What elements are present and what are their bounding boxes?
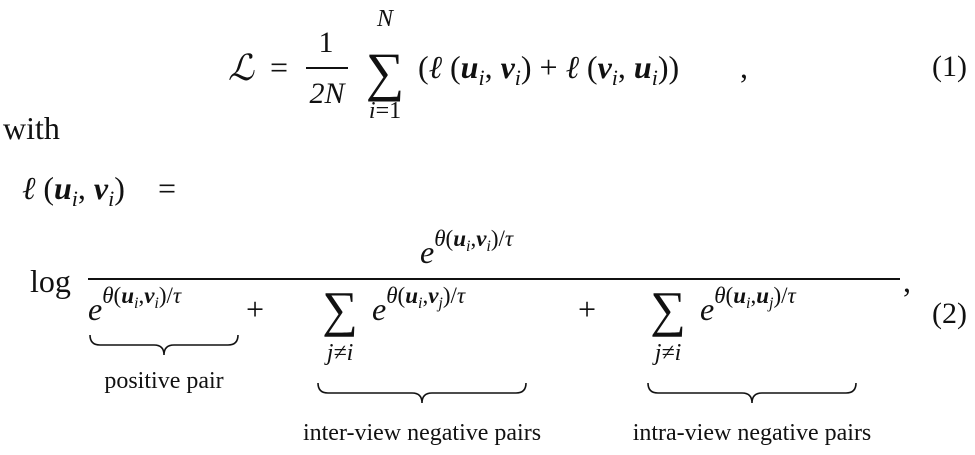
positive-pair-label: positive pair bbox=[104, 368, 223, 394]
equation-number-1: (1) bbox=[932, 50, 967, 83]
loss-symbol: ℒ bbox=[228, 48, 255, 88]
plus-sign-1: + bbox=[246, 291, 264, 327]
intra-view-label: intra-view negative pairs bbox=[633, 420, 872, 446]
equation-2: ℓ (ui, vi) = log eθ(ui,vi)/τ , eθ(ui,vi)… bbox=[22, 170, 967, 446]
inter-view-underbrace bbox=[317, 382, 527, 404]
summation-sign: ∑ bbox=[366, 42, 405, 102]
sum-lower-limit: i=1 bbox=[369, 98, 401, 124]
log-operator: log bbox=[30, 263, 71, 299]
equation-number-2: (2) bbox=[932, 297, 967, 330]
inter-view-label: inter-view negative pairs bbox=[303, 420, 541, 446]
equation-2-lhs: ℓ (ui, vi) bbox=[22, 170, 125, 211]
equals-sign: = bbox=[270, 49, 288, 85]
summation-sign-inter: ∑ bbox=[322, 281, 358, 337]
sum-index-intra: j≠i bbox=[652, 340, 682, 366]
equation-2-equals: = bbox=[158, 170, 176, 206]
plus-sign-2: + bbox=[578, 291, 596, 327]
intra-view-term: eθ(ui,uj)/τ bbox=[700, 283, 797, 327]
inter-view-term: eθ(ui,vj)/τ bbox=[372, 283, 466, 327]
fraction-numerator: 1 bbox=[319, 26, 334, 59]
summation-sign-intra: ∑ bbox=[650, 281, 686, 337]
equation-1-comma: , bbox=[740, 49, 748, 85]
sum-upper-limit: N bbox=[376, 6, 395, 32]
sum-body: (ℓ (ui, vi) + ℓ (vi, ui)) bbox=[418, 49, 679, 90]
fraction-denominator: 2N bbox=[309, 77, 346, 110]
intra-view-underbrace bbox=[647, 382, 857, 404]
numerator-exponential: eθ(ui,vi)/τ bbox=[420, 226, 514, 270]
equation-1: ℒ = 1 2N N ∑ i=1 (ℓ (ui, vi) + ℓ (vi, ui… bbox=[228, 6, 967, 124]
positive-term: eθ(ui,vi)/τ bbox=[88, 283, 182, 327]
connector-text: with bbox=[3, 110, 60, 146]
equation-2-comma: , bbox=[903, 263, 911, 299]
positive-underbrace bbox=[89, 334, 239, 356]
sum-index-inter: j≠i bbox=[324, 340, 354, 366]
